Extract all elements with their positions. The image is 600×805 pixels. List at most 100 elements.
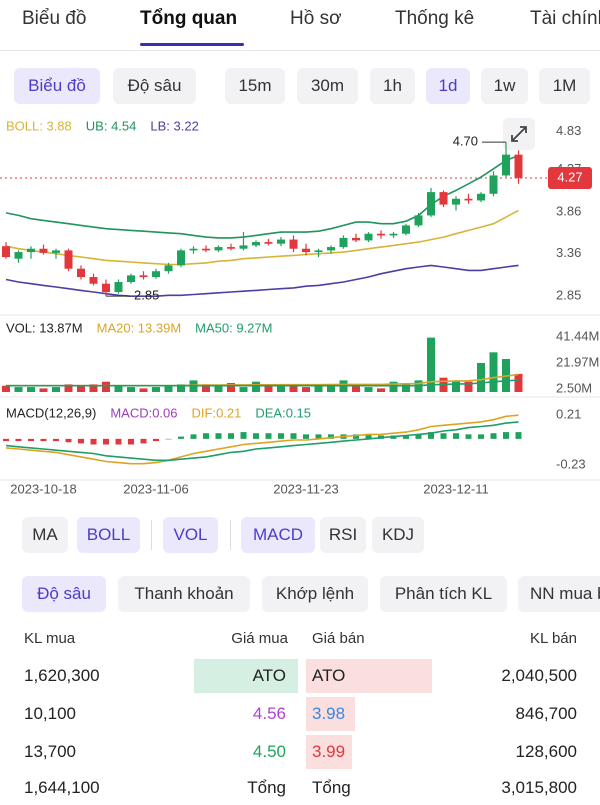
macd-bar xyxy=(153,438,159,442)
last-price-tag xyxy=(548,166,592,189)
candle-body xyxy=(27,248,35,253)
ask-depth-bar xyxy=(306,697,355,731)
candle-body xyxy=(2,246,10,258)
macd-bar xyxy=(203,433,209,439)
volume-bar xyxy=(89,384,98,392)
macd-bar xyxy=(278,433,284,439)
candle-body xyxy=(227,247,235,249)
x-tick-label: 2023-11-06 xyxy=(123,481,189,496)
volume-bar xyxy=(377,388,385,392)
indicator-button-active[interactable]: MACD xyxy=(241,517,315,553)
macd-bar xyxy=(128,438,134,445)
macd-bar xyxy=(503,432,509,439)
candle-body xyxy=(402,225,410,234)
depth-tab[interactable]: Phân tích KL xyxy=(380,576,507,612)
macd-bar xyxy=(15,438,22,442)
separator xyxy=(151,520,152,550)
macd-bar xyxy=(428,432,434,439)
volume-bar xyxy=(52,387,60,392)
candle-body xyxy=(114,282,123,293)
volume-bar xyxy=(164,385,173,392)
depth-tab[interactable]: Thanh khoản xyxy=(118,576,250,612)
volume-bar xyxy=(264,385,273,392)
view-button[interactable]: Độ sâu xyxy=(113,68,196,104)
period-button[interactable]: 1h xyxy=(370,68,415,104)
candle-body xyxy=(189,248,198,251)
candle-body xyxy=(202,248,210,251)
y-tick-label: 2.85 xyxy=(556,288,581,303)
indicator-button-active[interactable]: BOLL xyxy=(77,517,140,553)
candle-body xyxy=(89,277,98,284)
indicator-button[interactable]: MA xyxy=(22,517,68,553)
view-button-active[interactable]: Biểu đồ xyxy=(14,68,100,104)
column-header: Giá mua xyxy=(231,630,288,647)
tab[interactable]: Tài chính xyxy=(530,8,600,29)
macd-bar xyxy=(453,433,459,439)
tab-active[interactable]: Tổng quan xyxy=(140,8,238,29)
period-button[interactable]: 1w xyxy=(481,68,528,104)
x-tick-label: 2023-10-18 xyxy=(10,481,77,496)
candle-body xyxy=(77,268,85,278)
tab[interactable]: Hồ sơ xyxy=(290,8,342,29)
period-button[interactable]: 30m xyxy=(297,68,358,104)
legend-entry: LB: 3.22 xyxy=(150,118,198,133)
candle-body xyxy=(139,275,148,278)
legend-entry: BOLL: 3.88 xyxy=(6,118,72,133)
candle-body xyxy=(164,265,173,272)
period-button-active[interactable]: 1d xyxy=(426,68,470,104)
legend-entry: MACD:0.06 xyxy=(110,405,177,420)
macd-bar xyxy=(78,438,84,444)
macd-bar xyxy=(303,434,309,439)
volume-bar xyxy=(177,384,185,392)
volume-bar xyxy=(77,385,85,392)
candle-body xyxy=(502,154,510,176)
bid-volume: 13,700 xyxy=(24,742,76,761)
indicator-button[interactable]: RSI xyxy=(320,517,366,553)
divider xyxy=(0,50,600,51)
volume-ma-line xyxy=(6,379,519,387)
indicator-button[interactable]: KDJ xyxy=(372,517,424,553)
bid-volume: 10,100 xyxy=(24,704,76,723)
macd-bar xyxy=(290,433,297,439)
macd-bar xyxy=(253,433,259,439)
candle-body xyxy=(214,247,223,251)
bid-price: ATO xyxy=(252,666,286,685)
candle-body xyxy=(302,248,310,253)
ask-volume: 846,700 xyxy=(515,704,577,723)
boll-line xyxy=(5,209,519,266)
candle-body xyxy=(377,233,385,236)
volume-bar xyxy=(139,388,148,392)
macd-bar xyxy=(40,438,47,442)
tab[interactable]: Thống kê xyxy=(395,8,475,29)
indicator-button-active[interactable]: VOL xyxy=(163,517,218,553)
depth-tab[interactable]: NN mua bán xyxy=(518,576,600,612)
column-header: KL bán xyxy=(530,630,577,647)
volume-bar xyxy=(214,385,223,392)
bid-price: 4.56 xyxy=(252,704,286,723)
expand-button[interactable] xyxy=(503,118,535,150)
column-header: KL mua xyxy=(24,630,76,647)
macd-bar xyxy=(515,432,522,439)
y-tick-label: 4.83 xyxy=(556,123,581,138)
y-tick-label: 2.50M xyxy=(556,380,592,395)
volume-bar xyxy=(64,384,73,392)
y-tick-label: 41.44M xyxy=(556,328,599,343)
period-button[interactable]: 1M xyxy=(539,68,590,104)
candle-body xyxy=(514,154,523,178)
candle-body xyxy=(277,239,285,244)
y-tick-label: 21.97M xyxy=(556,354,599,369)
candle-body xyxy=(439,192,448,205)
depth-tab-active[interactable]: Độ sâu xyxy=(22,576,106,612)
candle-body xyxy=(52,250,60,253)
volume-bar xyxy=(239,387,248,392)
macd-bar xyxy=(53,438,59,442)
depth-tab[interactable]: Khớp lệnh xyxy=(262,576,368,612)
candle-body xyxy=(264,242,273,244)
ask-volume: 128,600 xyxy=(515,742,577,761)
macd-bar xyxy=(228,433,234,439)
macd-bar xyxy=(265,433,272,439)
period-button[interactable]: 15m xyxy=(225,68,285,104)
boll-line xyxy=(5,264,519,297)
tab[interactable]: Biểu đồ xyxy=(22,8,87,29)
